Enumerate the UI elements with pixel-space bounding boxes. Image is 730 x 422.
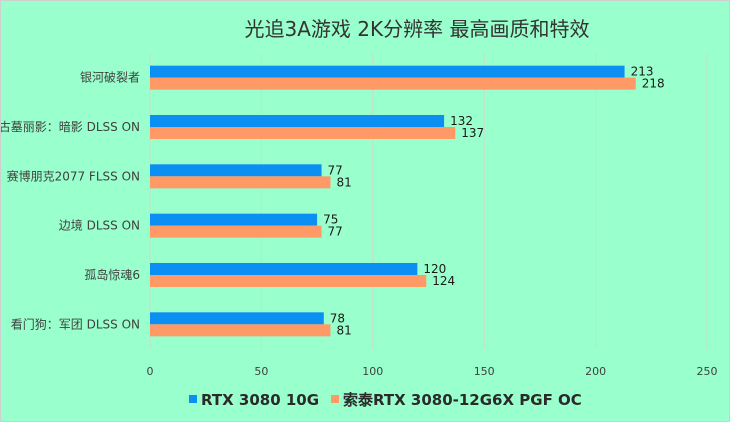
x-axis-ticks: 0 50 100 150 200 250 (147, 365, 718, 378)
x-tick-label: 50 (254, 365, 268, 378)
category-label: 看门狗：军团 DLSS ON (11, 316, 140, 331)
grid-lines (149, 53, 708, 349)
chart-title: 光追3A游戏 2K分辨率 最高画质和特效 (245, 17, 590, 41)
data-label: 120 (423, 262, 446, 276)
bar (150, 176, 331, 189)
bar (150, 164, 322, 177)
data-label: 77 (328, 163, 343, 177)
bar (150, 77, 636, 90)
data-label: 213 (631, 65, 654, 79)
data-label: 75 (323, 213, 338, 227)
data-label: 77 (328, 225, 343, 239)
bar (150, 225, 322, 238)
legend-swatch (189, 395, 197, 403)
bar (150, 312, 324, 325)
legend-swatch (331, 395, 339, 403)
x-tick-label: 200 (585, 365, 606, 378)
data-label: 137 (461, 126, 484, 140)
category-label: 银河破裂者 (80, 70, 140, 85)
bar (150, 275, 427, 287)
bar (150, 115, 445, 127)
legend-label: RTX 3080 10G (201, 391, 319, 409)
bar (150, 263, 418, 275)
data-label: 132 (450, 114, 473, 128)
legend: RTX 3080 10G 索泰RTX 3080-12G6X PGF OC (189, 391, 582, 409)
data-label: 218 (642, 77, 665, 91)
x-tick-label: 0 (147, 365, 154, 378)
x-tick-label: 100 (362, 365, 383, 378)
bar (150, 65, 625, 78)
data-label: 81 (336, 323, 351, 337)
category-label: 赛博朋克2077 FLSS ON (7, 168, 140, 183)
data-label: 81 (336, 175, 351, 189)
bar (150, 213, 318, 226)
legend-label: 索泰RTX 3080-12G6X PGF OC (343, 391, 582, 409)
category-label: 边境 DLSS ON (59, 218, 140, 233)
x-tick-label: 150 (474, 365, 495, 378)
bar (150, 324, 331, 337)
category-label: 古墓丽影：暗影 DLSS ON (1, 119, 140, 134)
data-label: 78 (330, 311, 345, 325)
x-tick-label: 250 (697, 365, 718, 378)
bar (150, 127, 456, 139)
category-label: 孤岛惊魂6 (84, 267, 140, 282)
data-label: 124 (432, 274, 455, 288)
